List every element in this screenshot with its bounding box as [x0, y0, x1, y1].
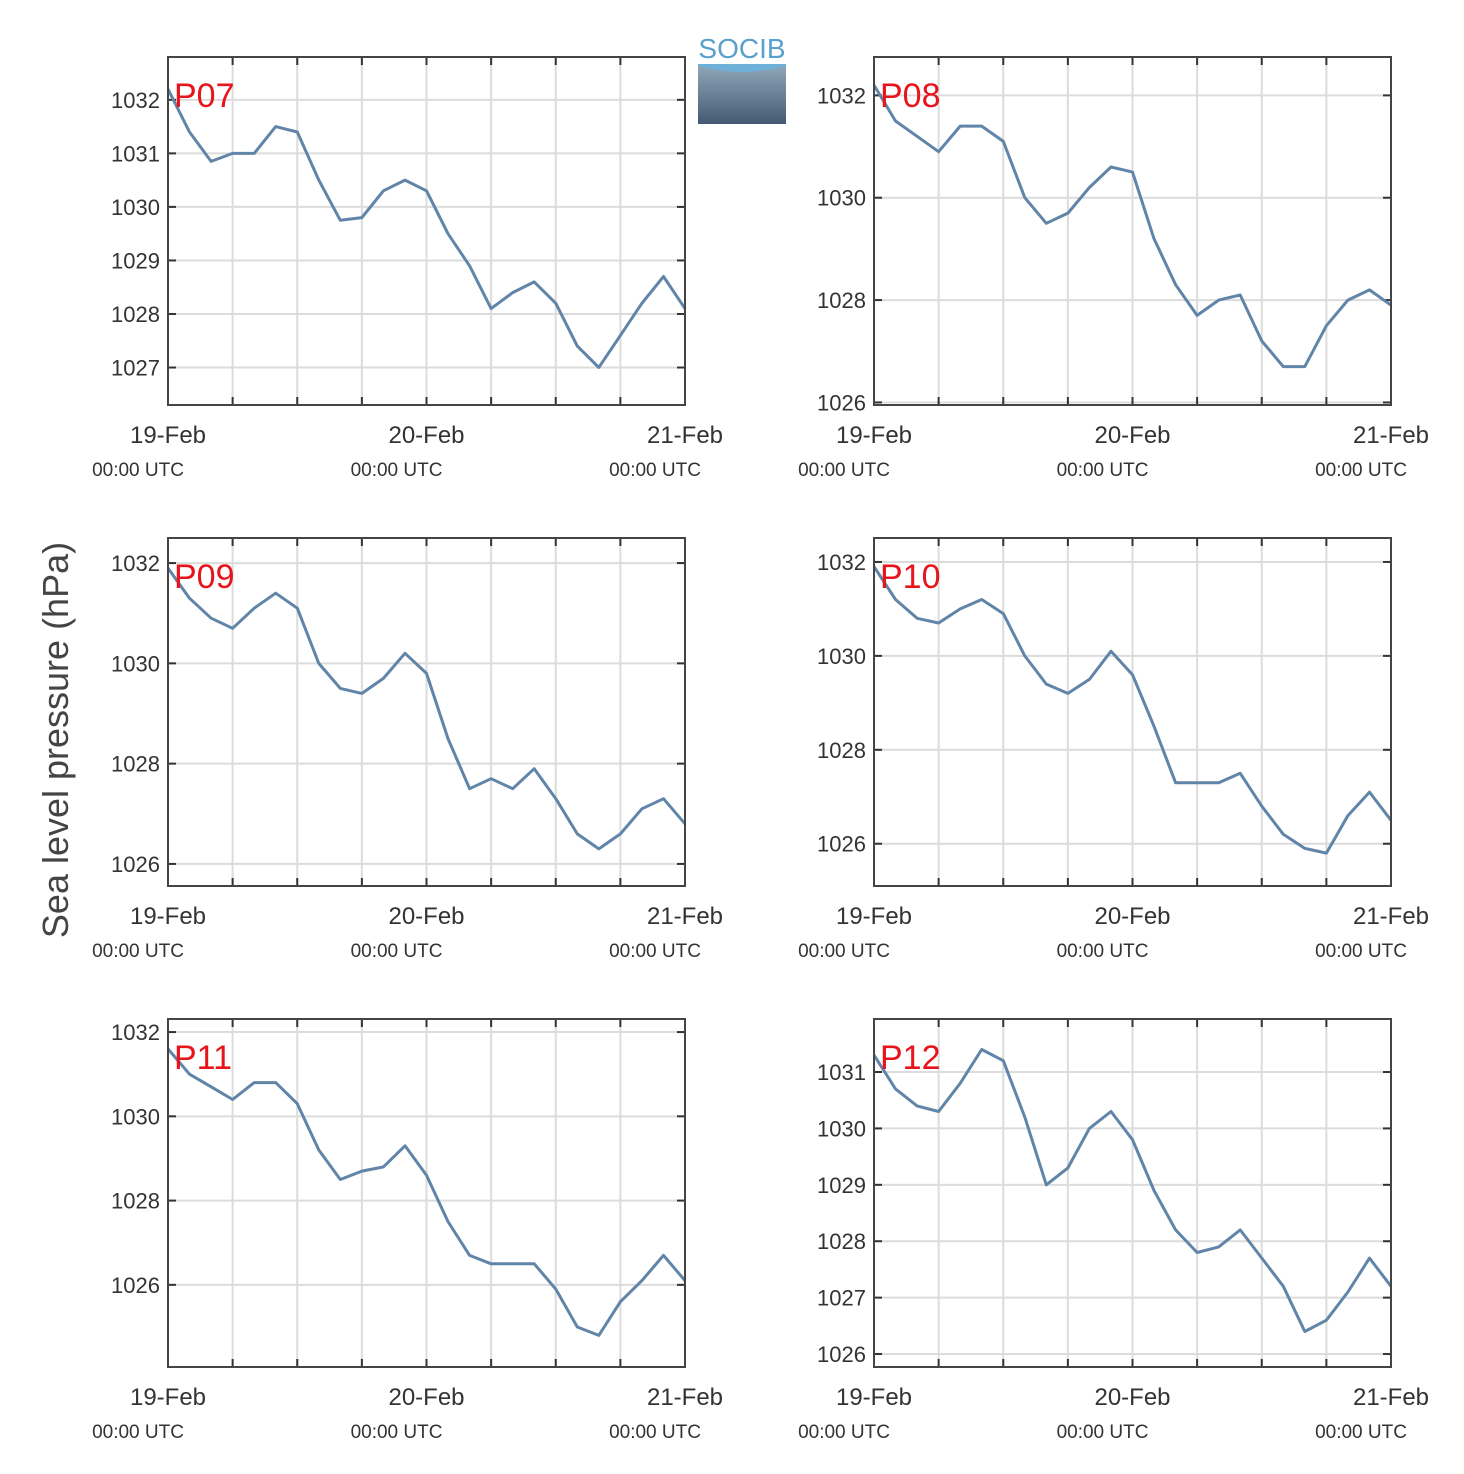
x-tick-label: 20-Feb: [388, 1384, 464, 1411]
y-tick-label: 1029: [111, 248, 160, 273]
pressure-line: [166, 567, 687, 851]
panel-label: P10: [880, 558, 941, 596]
y-tick-label: 1026: [111, 852, 160, 877]
y-tick-label: 1030: [111, 651, 160, 676]
y-tick-label: 1031: [111, 141, 160, 166]
logo: SOCIB: [698, 33, 786, 124]
y-tick-label: 1030: [111, 195, 160, 220]
panel: 1027 1028 1029 1030 1031 1032 19-Feb 00:00 UTC 2…: [92, 56, 723, 481]
x-tick-sublabel: 00:00 UTC: [609, 460, 701, 481]
panel-label: P12: [880, 1039, 941, 1077]
x-tick-sublabel: 00:00 UTC: [92, 941, 184, 962]
plot-frame: [873, 1018, 1392, 1368]
panel-label: P08: [880, 77, 941, 115]
logo-wave: [698, 64, 786, 72]
x-tick-sublabel: 00:00 UTC: [351, 1422, 443, 1443]
x-tick-sublabel: 00:00 UTC: [798, 1422, 890, 1443]
panel-label: P07: [174, 77, 235, 115]
y-tick-label: 1030: [817, 186, 866, 211]
x-tick-label: 21-Feb: [1353, 1384, 1429, 1411]
y-tick-label: 1029: [817, 1173, 866, 1198]
x-tick-label: 21-Feb: [647, 903, 723, 930]
x-tick-sublabel: 00:00 UTC: [1057, 460, 1149, 481]
panel: 1026 1028 1030 1032 19-Feb 00:00 UTC 20-Feb 00:…: [798, 56, 1429, 481]
x-tick-sublabel: 00:00 UTC: [1057, 1422, 1149, 1443]
y-tick-label: 1028: [111, 752, 160, 777]
y-tick-label: 1031: [817, 1060, 866, 1085]
y-tick-label: 1028: [817, 738, 866, 763]
y-tick-label: 1032: [817, 550, 866, 575]
x-tick-label: 21-Feb: [1353, 422, 1429, 449]
x-tick-label: 21-Feb: [647, 422, 723, 449]
panel-label: P11: [174, 1039, 232, 1077]
y-tick-label: 1027: [111, 356, 160, 381]
pressure-line: [166, 88, 687, 369]
pressure-line: [872, 1048, 1393, 1333]
y-tick-label: 1028: [817, 1229, 866, 1254]
y-tick-label: 1032: [111, 1020, 160, 1045]
plot-frame: [873, 56, 1392, 406]
x-tick-sublabel: 00:00 UTC: [92, 460, 184, 481]
plot-frame: [167, 1018, 686, 1368]
y-tick-label: 1027: [817, 1286, 866, 1311]
x-tick-sublabel: 00:00 UTC: [351, 941, 443, 962]
panel: 1026 1027 1028 1029 1030 1031 19-Feb 00:00 UTC 2…: [798, 1018, 1429, 1443]
x-tick-sublabel: 00:00 UTC: [1315, 1422, 1407, 1443]
pressure-line: [872, 565, 1393, 855]
y-tick-label: 1026: [817, 832, 866, 857]
panel: 1026 1028 1030 1032 19-Feb 00:00 UTC 20-Feb 00:…: [92, 1018, 723, 1443]
pressure-line: [872, 84, 1392, 369]
y-tick-label: 1030: [111, 1104, 160, 1129]
x-tick-sublabel: 00:00 UTC: [798, 941, 890, 962]
x-tick-sublabel: 00:00 UTC: [1315, 460, 1407, 481]
logo-block: [698, 66, 786, 124]
x-tick-label: 20-Feb: [1094, 422, 1170, 449]
y-tick-label: 1026: [817, 390, 866, 415]
x-tick-sublabel: 00:00 UTC: [609, 1422, 701, 1443]
y-tick-label: 1030: [817, 1116, 866, 1141]
x-tick-label: 19-Feb: [130, 1384, 206, 1411]
x-tick-label: 21-Feb: [1353, 903, 1429, 930]
x-tick-label: 20-Feb: [1094, 903, 1170, 930]
y-tick-label: 1032: [817, 83, 866, 108]
x-tick-sublabel: 00:00 UTC: [351, 460, 443, 481]
y-tick-label: 1028: [111, 1189, 160, 1214]
y-tick-label: 1028: [111, 302, 160, 327]
logo-text: SOCIB: [698, 33, 785, 64]
panel-label: P09: [174, 558, 235, 596]
x-tick-sublabel: 00:00 UTC: [1315, 941, 1407, 962]
panel: 1026 1028 1030 1032 19-Feb 00:00 UTC 20-Feb 00:…: [92, 537, 723, 962]
x-tick-label: 19-Feb: [836, 422, 912, 449]
x-tick-label: 21-Feb: [647, 1384, 723, 1411]
y-tick-label: 1030: [817, 644, 866, 669]
y-tick-label: 1026: [111, 1273, 160, 1298]
x-tick-sublabel: 00:00 UTC: [609, 941, 701, 962]
x-tick-label: 20-Feb: [1094, 1384, 1170, 1411]
pressure-line: [166, 1047, 687, 1337]
plot-frame: [167, 537, 686, 887]
x-tick-sublabel: 00:00 UTC: [92, 1422, 184, 1443]
plot-frame: [873, 537, 1392, 887]
y-tick-label: 1032: [111, 88, 160, 113]
x-tick-sublabel: 00:00 UTC: [1057, 941, 1149, 962]
plot-frame: [167, 56, 686, 406]
x-tick-label: 20-Feb: [388, 422, 464, 449]
y-axis-label: Sea level pressure (hPa): [35, 542, 76, 938]
x-tick-label: 19-Feb: [130, 903, 206, 930]
y-tick-label: 1032: [111, 551, 160, 576]
x-tick-label: 20-Feb: [388, 903, 464, 930]
y-tick-label: 1028: [817, 288, 866, 313]
x-tick-label: 19-Feb: [836, 1384, 912, 1411]
x-tick-sublabel: 00:00 UTC: [798, 460, 890, 481]
x-tick-label: 19-Feb: [836, 903, 912, 930]
y-tick-label: 1026: [817, 1342, 866, 1367]
x-tick-label: 19-Feb: [130, 422, 206, 449]
panel: 1026 1028 1030 1032 19-Feb 00:00 UTC 20-Feb 00:…: [798, 537, 1429, 962]
